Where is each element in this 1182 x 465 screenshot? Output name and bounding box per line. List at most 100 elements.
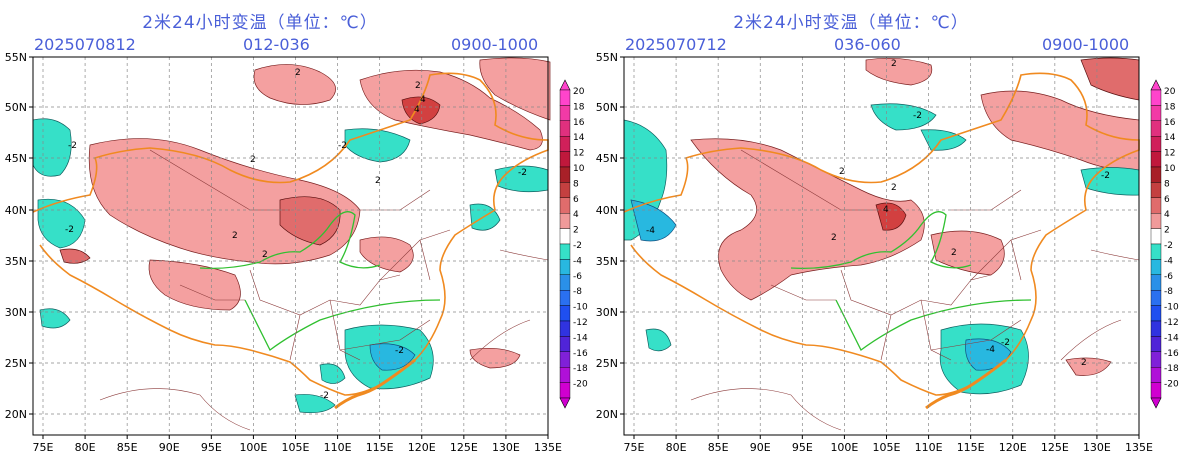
- colorbar-label: 8: [573, 179, 579, 189]
- colorbar-label: 6: [1164, 195, 1170, 205]
- lon-label: 90E: [750, 441, 771, 454]
- colorbar-label: -20: [573, 380, 588, 390]
- warm-area: [980, 90, 1140, 171]
- colorbar-swatch: [1150, 212, 1162, 229]
- lat-label: 30N: [5, 306, 27, 319]
- contour-label: 4: [883, 205, 889, 215]
- contour-label: 2: [415, 81, 421, 91]
- colorbar-label: -8: [573, 287, 582, 297]
- colorbar-label: -20: [1164, 380, 1179, 390]
- colorbar-swatch: [559, 197, 571, 214]
- colorbar-label: 2: [573, 226, 579, 236]
- lon-label: 120E: [999, 441, 1027, 454]
- colorbar-swatch: [559, 382, 571, 399]
- colorbar-label: 12: [573, 149, 584, 159]
- lon-label: 80E: [666, 441, 687, 454]
- colorbar-arrow-top: [1150, 79, 1162, 91]
- lon-label: 95E: [201, 441, 222, 454]
- lon-axis: 75E 80E 85E 90E 95E 100E 105E 110E 115E 120E 125E 1…: [624, 435, 1153, 454]
- contour-labels: 2 2 -2 2 4 2 -2 -2 2 2 -2 4 -2 -2: [65, 68, 527, 401]
- colorbar-label: 6: [573, 195, 579, 205]
- contour-label: -2: [320, 391, 329, 401]
- colorbar-label: -8: [1164, 287, 1173, 297]
- lat-label: 45N: [5, 152, 27, 165]
- warm-area: [359, 236, 414, 273]
- colorbar-label: -10: [1164, 303, 1179, 313]
- cold-area: [369, 343, 416, 371]
- contour-label: -2: [1101, 171, 1110, 181]
- lon-label: 110E: [324, 441, 352, 454]
- cold-area: [344, 128, 411, 163]
- contour-label: 2: [951, 248, 957, 258]
- lat-label: 30N: [596, 306, 618, 319]
- colorbar-swatch: [1150, 382, 1162, 399]
- neighbor-borders: [99, 249, 549, 431]
- colorbar-label: -4: [573, 256, 582, 266]
- contour-label: -2: [338, 141, 347, 151]
- colorbar-swatch: [559, 151, 571, 168]
- colorbar-swatch: [559, 274, 571, 291]
- cold-area: [39, 308, 71, 329]
- lon-label: 100E: [239, 441, 267, 454]
- colorbar-label: 16: [573, 118, 585, 128]
- lat-label: 25N: [5, 357, 27, 370]
- contour-label: 4: [414, 105, 420, 115]
- lon-label: 130E: [1083, 441, 1111, 454]
- gridlines: [33, 57, 548, 435]
- warm-area: [279, 196, 341, 246]
- lat-label: 55N: [5, 51, 27, 64]
- colorbar-swatch: [1150, 105, 1162, 122]
- colorbar-label: -6: [1164, 272, 1173, 282]
- contour-label: 2: [1081, 358, 1087, 368]
- contour-label: -4: [986, 345, 995, 355]
- lat-axis: 55N 50N 45N 40N 35N 30N 25N 20N: [596, 51, 624, 421]
- colorbar-label: 8: [1164, 179, 1170, 189]
- river-yangtze: [244, 299, 441, 351]
- colorbar-swatch: [1150, 305, 1162, 322]
- colorbar-swatch: [559, 166, 571, 183]
- contour-label: 4: [420, 95, 426, 105]
- colorbar-label: 18: [1164, 102, 1176, 112]
- contour-label: -4: [646, 226, 655, 236]
- lat-label: 25N: [596, 357, 618, 370]
- temperature-change-field: [623, 57, 1140, 395]
- colorbar-swatch: [1150, 320, 1162, 337]
- contour-label: 2: [250, 155, 256, 165]
- lat-label: 35N: [5, 255, 27, 268]
- colorbar-swatch: [1150, 336, 1162, 352]
- lon-label: 110E: [915, 441, 943, 454]
- init-date: 2025070812: [34, 35, 136, 54]
- warm-area: [148, 259, 241, 311]
- colorbar-label: 12: [1164, 149, 1175, 159]
- colorbar-label: 18: [573, 102, 585, 112]
- colorbar-label: -14: [573, 333, 588, 343]
- colorbar-swatch: [559, 243, 571, 260]
- colorbar-swatch: [1150, 135, 1162, 152]
- boundaries: [32, 72, 549, 431]
- colorbar-label: -14: [1164, 333, 1179, 343]
- warm-area: [469, 348, 521, 369]
- cold-area: [870, 103, 937, 131]
- colorbar-label: 16: [1164, 118, 1176, 128]
- colorbar: 20 18 16 14 12 10 8 6 4 2 -2 -4 -6 -8 -10 -12 -14 -16 -18 -…: [1150, 79, 1179, 409]
- left-panel: 2米24小时变温（单位：℃） 2025070812 012-036 0900-1…: [5, 13, 588, 454]
- lat-label: 55N: [596, 51, 618, 64]
- cold-area: [37, 198, 86, 249]
- colorbar-swatch: [1150, 120, 1162, 137]
- warm-area: [1080, 57, 1140, 101]
- time-window: 0900-1000: [451, 35, 539, 54]
- lon-label: 130E: [492, 441, 520, 454]
- colorbar-swatch: [1150, 166, 1162, 183]
- colorbar-swatch: [1150, 243, 1162, 260]
- colorbar-label: -18: [1164, 364, 1179, 374]
- lon-label: 95E: [792, 441, 813, 454]
- temperature-change-field: [32, 57, 551, 414]
- lat-label: 50N: [596, 101, 618, 114]
- coastline: [925, 358, 1007, 410]
- contour-label: -2: [1001, 338, 1010, 348]
- colorbar-label: -16: [1164, 349, 1179, 359]
- colorbar-label: -2: [1164, 241, 1173, 251]
- contour-label: 2: [839, 167, 845, 177]
- lon-label: 90E: [159, 441, 180, 454]
- colorbar-label: -6: [573, 272, 582, 282]
